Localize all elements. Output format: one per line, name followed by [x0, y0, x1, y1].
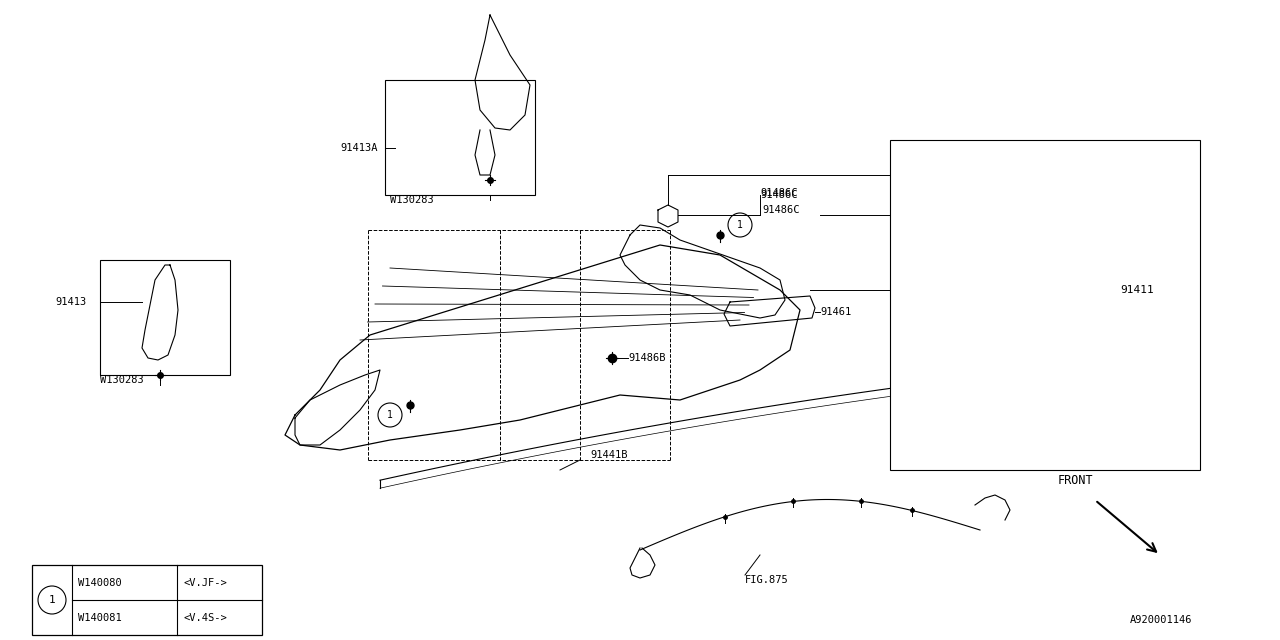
Text: 91461: 91461 — [820, 307, 851, 317]
Text: FIG.875: FIG.875 — [745, 575, 788, 585]
Text: 91441B: 91441B — [590, 450, 627, 460]
Bar — [100, 260, 230, 375]
Text: W130283: W130283 — [100, 375, 143, 385]
Text: <V.4S->: <V.4S-> — [184, 613, 228, 623]
Text: 1: 1 — [387, 410, 393, 420]
Bar — [32, 565, 262, 635]
Text: W140081: W140081 — [78, 613, 122, 623]
Text: A920001146: A920001146 — [1130, 615, 1193, 625]
Text: 91413: 91413 — [55, 297, 86, 307]
Text: 91486C: 91486C — [760, 190, 797, 200]
Text: W140080: W140080 — [78, 578, 122, 588]
Bar — [890, 140, 1201, 470]
Text: W130283: W130283 — [390, 195, 434, 205]
Text: 91411: 91411 — [1120, 285, 1153, 295]
Text: FRONT: FRONT — [1059, 474, 1093, 486]
Text: <V.JF->: <V.JF-> — [184, 578, 228, 588]
Bar — [385, 80, 535, 195]
Text: 1: 1 — [49, 595, 55, 605]
Text: 91413A: 91413A — [340, 143, 378, 153]
Text: 91486B: 91486B — [628, 353, 666, 363]
Text: 1: 1 — [737, 220, 742, 230]
Text: 91486C: 91486C — [762, 205, 800, 215]
Text: 91486C: 91486C — [760, 188, 797, 198]
